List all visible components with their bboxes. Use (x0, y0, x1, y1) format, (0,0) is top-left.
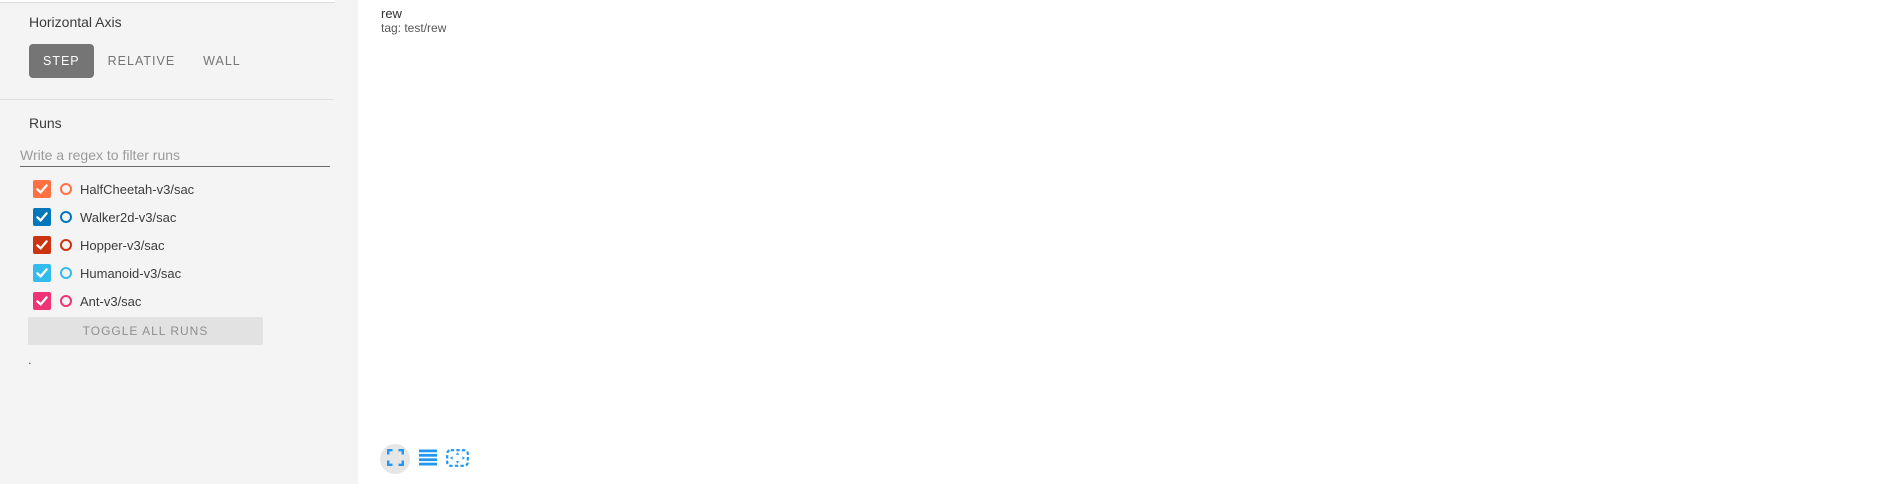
run-row: Humanoid-v3/sac (0, 259, 333, 287)
expand-card-button[interactable] (380, 444, 410, 474)
toggle-all-runs-button[interactable]: TOGGLE ALL RUNS (28, 317, 263, 345)
run-label: Hopper-v3/sac (80, 237, 165, 253)
run-row: HalfCheetah-v3/sac (0, 175, 333, 203)
run-row: Walker2d-v3/sac (0, 203, 333, 231)
axis-option-step[interactable]: STEP (29, 44, 94, 78)
runs-filter-input[interactable] (20, 143, 330, 167)
chart-tag-subtitle: tag: test/rew (381, 21, 447, 35)
chart-title: rew (381, 6, 402, 21)
run-label: Walker2d-v3/sac (80, 209, 177, 225)
run-label: Humanoid-v3/sac (80, 265, 182, 281)
runs-heading: Runs (29, 115, 62, 131)
run-checkbox[interactable] (33, 264, 51, 282)
run-label: Ant-v3/sac (80, 293, 142, 309)
run-color-circle[interactable] (60, 211, 72, 223)
run-row: Ant-v3/sac (0, 287, 333, 315)
run-checkbox[interactable] (33, 180, 51, 198)
run-label: HalfCheetah-v3/sac (80, 181, 195, 197)
horizontal-axis-heading: Horizontal Axis (29, 14, 122, 30)
fullscreen-icon (386, 449, 404, 469)
data-list-button[interactable] (419, 449, 437, 469)
axis-option-relative[interactable]: RELATIVE (94, 44, 190, 78)
chart-card (358, 0, 1891, 484)
sidebar-divider (0, 99, 333, 100)
run-checkbox[interactable] (33, 292, 51, 310)
chart-toolbar (380, 444, 469, 474)
sidebar-footnote: . (28, 352, 32, 367)
sidebar-top-border (0, 0, 335, 3)
horizontal-axis-toggle-group: STEP RELATIVE WALL (29, 44, 255, 78)
run-checkbox[interactable] (33, 208, 51, 226)
run-row: Hopper-v3/sac (0, 231, 333, 259)
run-color-circle[interactable] (60, 183, 72, 195)
run-checkbox[interactable] (33, 236, 51, 254)
fit-domain-button[interactable] (446, 448, 469, 470)
runs-list: HalfCheetah-v3/sac Walker2d-v3/sac Hopper-… (0, 175, 333, 315)
axis-option-wall[interactable]: WALL (189, 44, 255, 78)
run-color-circle[interactable] (60, 295, 72, 307)
horizontal-bars-icon (419, 449, 437, 469)
fit-to-data-icon (446, 448, 469, 470)
run-color-circle[interactable] (60, 239, 72, 251)
run-color-circle[interactable] (60, 267, 72, 279)
